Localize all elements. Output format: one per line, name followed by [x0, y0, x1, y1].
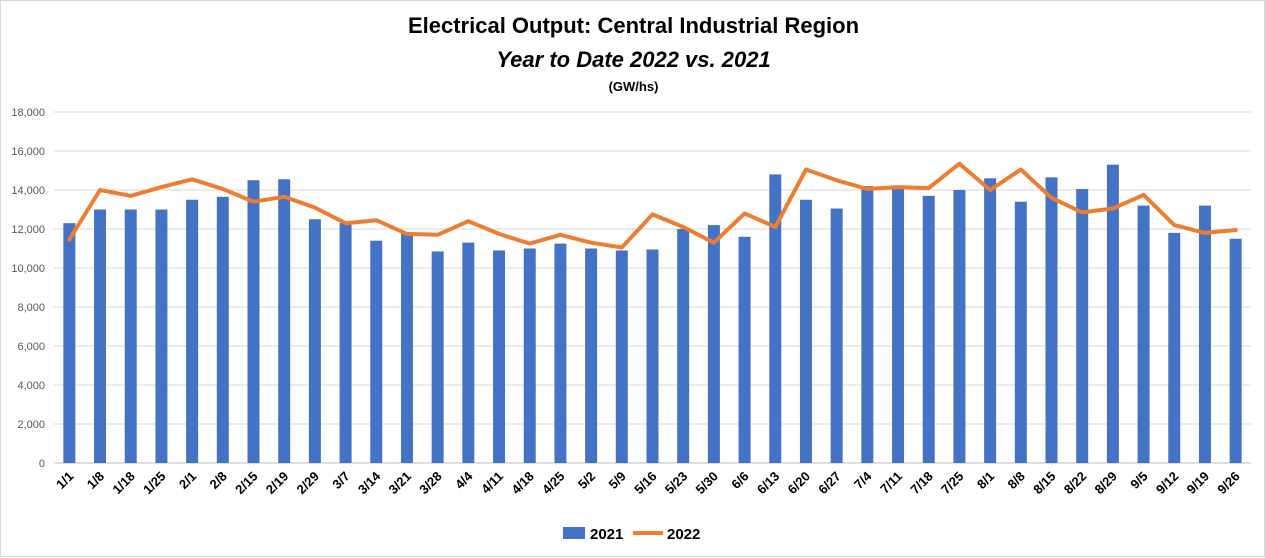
x-tick-label: 5/2 [575, 469, 598, 492]
x-tick-label: 4/11 [478, 469, 506, 497]
x-tick-label: 8/22 [1061, 469, 1090, 498]
x-tick-label: 5/16 [631, 469, 660, 498]
bar-2021 [523, 248, 536, 463]
x-tick-label: 7/11 [877, 469, 905, 497]
bar-2021 [830, 208, 843, 463]
chart-unit-label: (GW/hs) [608, 79, 659, 94]
x-tick-label: 5/9 [606, 469, 629, 492]
x-tick-label: 2/19 [263, 469, 292, 498]
x-tick-label: 4/18 [508, 469, 537, 498]
x-tick-label: 2/29 [294, 469, 323, 498]
x-tick-label: 9/5 [1127, 469, 1150, 492]
bar-2021 [1198, 205, 1211, 463]
bar-2021 [400, 232, 413, 463]
y-tick-label: 16,000 [11, 146, 45, 158]
chart-title: Electrical Output: Central Industrial Re… [407, 13, 860, 38]
bar-2021 [861, 186, 874, 463]
bar-2021 [585, 248, 598, 463]
bar-2021 [186, 199, 199, 463]
bar-2021 [493, 250, 506, 463]
bar-2021 [922, 195, 935, 463]
bar-2021 [677, 229, 690, 463]
y-tick-label: 8,000 [17, 302, 45, 314]
x-tick-label: 7/18 [907, 469, 936, 498]
bar-2021 [953, 190, 966, 463]
x-tick-label: 2/15 [232, 469, 261, 498]
bar-2021 [615, 250, 628, 463]
x-tick-label: 3/21 [386, 469, 415, 498]
bar-2021 [646, 249, 659, 463]
x-tick-label: 3/28 [416, 469, 445, 498]
x-tick-label: 2/8 [207, 469, 230, 492]
bar-2021 [1137, 205, 1150, 463]
bar-2021 [1168, 232, 1181, 463]
x-tick-label: 6/20 [785, 469, 814, 498]
x-tick-label: 3/7 [329, 469, 352, 492]
bar-2021 [1229, 238, 1242, 463]
y-tick-label: 14,000 [11, 185, 45, 197]
bar-2021 [1014, 201, 1027, 463]
x-tick-label: 7/4 [851, 468, 875, 492]
bar-2021 [431, 251, 444, 463]
x-tick-label: 2/1 [176, 469, 199, 492]
bar-2021 [247, 180, 260, 463]
y-tick-label: 0 [39, 458, 45, 470]
bar-2021 [462, 242, 475, 463]
y-tick-label: 10,000 [11, 263, 45, 275]
bar-2021 [769, 174, 782, 463]
y-tick-label: 12,000 [11, 224, 45, 236]
bar-2021 [1106, 164, 1119, 463]
x-tick-label: 5/23 [662, 469, 691, 498]
x-tick-label: 6/13 [754, 469, 783, 498]
legend-label-2022: 2022 [667, 526, 700, 543]
x-tick-label: 1/25 [140, 469, 169, 498]
y-tick-label: 2,000 [17, 419, 45, 431]
x-tick-label: 9/12 [1153, 469, 1182, 498]
bar-2021 [94, 209, 107, 463]
legend-swatch-2021 [563, 527, 585, 539]
x-tick-label: 8/15 [1030, 469, 1059, 498]
y-tick-label: 4,000 [17, 380, 45, 392]
bar-2021 [124, 209, 137, 463]
x-tick-label: 4/4 [452, 468, 476, 492]
x-tick-label: 3/14 [355, 468, 384, 497]
y-tick-label: 6,000 [17, 341, 45, 353]
x-tick-label: 6/6 [728, 469, 751, 492]
x-tick-label: 9/26 [1214, 469, 1243, 498]
x-tick-label: 1/18 [109, 469, 138, 498]
x-tick-label: 6/27 [815, 469, 844, 498]
bar-2021 [278, 179, 291, 463]
bar-2021 [155, 209, 168, 463]
bar-2021 [984, 178, 997, 464]
x-tick-label: 4/25 [539, 469, 568, 498]
x-tick-label: 9/19 [1184, 469, 1213, 498]
bar-2021 [707, 225, 720, 463]
bar-2021 [1045, 177, 1058, 463]
bar-2021 [370, 240, 383, 463]
chart-subtitle: Year to Date 2022 vs. 2021 [496, 47, 771, 72]
x-tick-label: 8/8 [1005, 469, 1028, 492]
bar-2021 [738, 236, 751, 463]
bar-2021 [63, 223, 76, 463]
x-tick-label: 7/25 [938, 469, 967, 498]
bar-2021 [339, 223, 352, 463]
bar-2021 [1076, 189, 1089, 463]
line-2022 [67, 161, 1238, 250]
x-tick-label: 1/1 [53, 469, 76, 492]
bar-2021 [892, 188, 905, 464]
legend-label-2021: 2021 [590, 526, 623, 543]
bar-2021 [216, 196, 229, 463]
x-tick-label: 5/30 [693, 469, 722, 498]
x-tick-label: 8/1 [974, 469, 997, 492]
x-tick-label: 8/29 [1092, 469, 1121, 498]
bar-2021 [799, 199, 812, 463]
bar-2021 [308, 219, 321, 463]
bar-2021 [554, 243, 567, 463]
x-tick-label: 1/8 [84, 469, 107, 492]
y-tick-label: 18,000 [11, 107, 45, 119]
